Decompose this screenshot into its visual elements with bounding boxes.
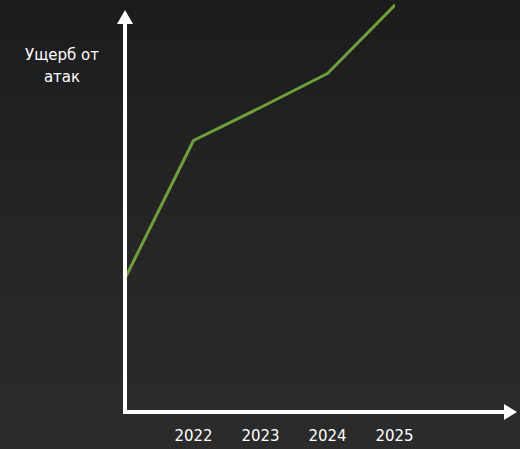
svg-text:2022: 2022 bbox=[174, 427, 212, 445]
svg-text:Ущерб отатак: Ущерб отатак bbox=[25, 46, 99, 86]
svg-text:2025: 2025 bbox=[375, 427, 413, 445]
svg-text:2023: 2023 bbox=[241, 427, 279, 445]
svg-text:2024: 2024 bbox=[308, 427, 346, 445]
